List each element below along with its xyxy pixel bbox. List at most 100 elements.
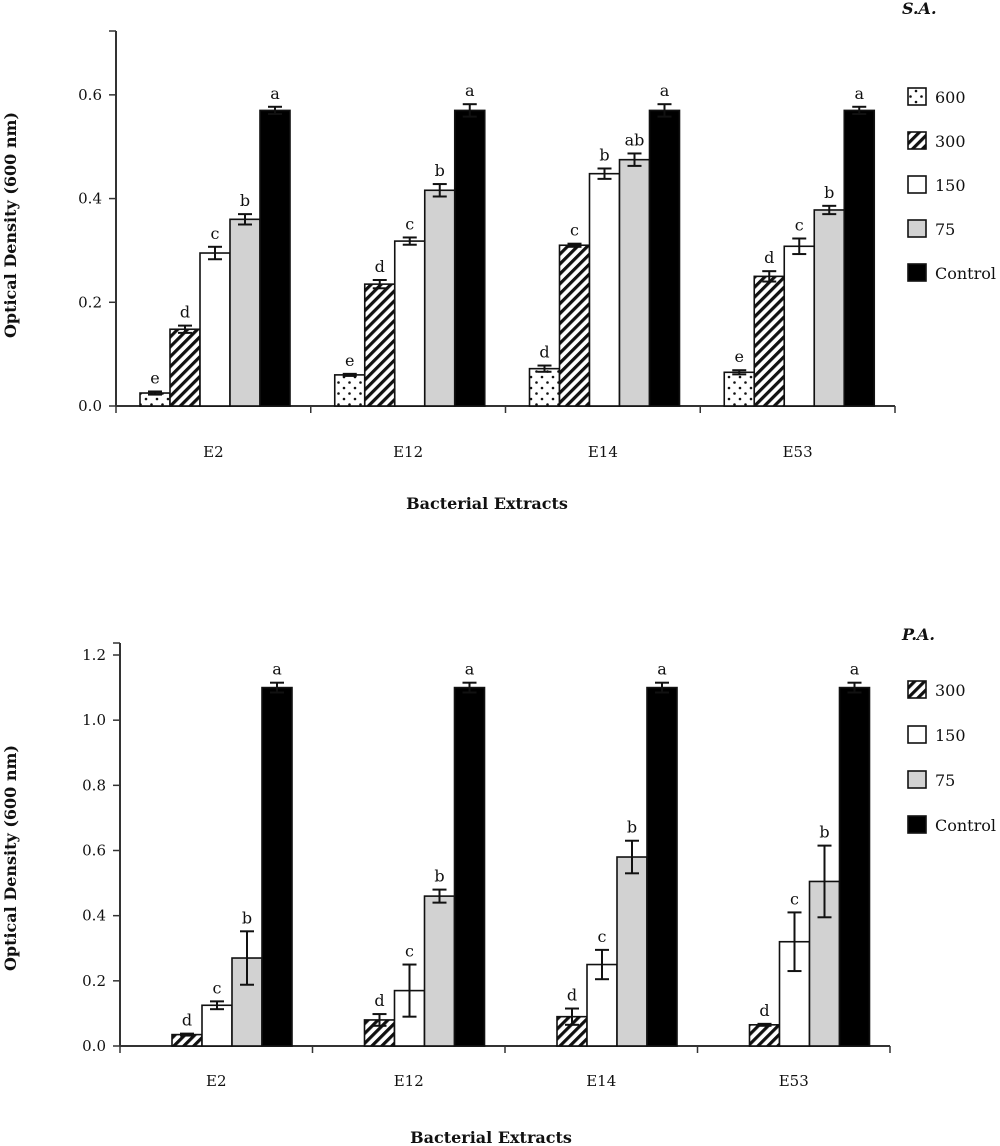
legend-swatch: [907, 263, 927, 282]
significance-label: d: [567, 986, 577, 1005]
legend-swatch: [907, 815, 927, 834]
bar: [423, 895, 456, 1047]
bar: [261, 686, 293, 1047]
significance-label: e: [150, 368, 159, 387]
significance-label: b: [240, 191, 250, 210]
significance-label: c: [211, 224, 220, 243]
category-label: E53: [783, 443, 813, 461]
bar: [393, 240, 426, 407]
significance-label: a: [854, 84, 864, 103]
significance-label: c: [405, 942, 414, 961]
y-tick-label: 1.0: [82, 711, 106, 729]
bar: [363, 283, 396, 407]
bar: [199, 252, 231, 407]
significance-label: c: [405, 214, 414, 233]
bar: [558, 244, 591, 407]
bar: [813, 209, 846, 407]
y-axis-title-pa: Optical Density (600 nm): [1, 745, 20, 971]
significance-label: b: [627, 818, 637, 837]
significance-label: d: [375, 257, 385, 276]
y-tick-label: 0.6: [78, 86, 102, 104]
significance-label: e: [345, 351, 354, 370]
bar: [843, 109, 876, 407]
legend-swatch: [907, 770, 927, 789]
legend-label: Control: [935, 816, 996, 835]
y-tick-label: 1.2: [82, 646, 106, 664]
significance-label: a: [465, 660, 475, 679]
chart-panel-pa: P.A. Optical Density (600 nm) Bacterial …: [1, 625, 996, 1146]
significance-label: a: [850, 660, 860, 679]
significance-label: c: [598, 927, 607, 946]
bar: [753, 275, 786, 407]
bar: [588, 172, 621, 407]
panel-title-pa: P.A.: [901, 625, 935, 644]
bar: [528, 367, 561, 407]
significance-label: a: [660, 81, 670, 100]
x-axis-title-sa: Bacterial Extracts: [406, 494, 568, 513]
significance-label: e: [735, 347, 744, 366]
category-label: E2: [206, 1072, 227, 1090]
significance-label: c: [795, 216, 804, 235]
legend-swatch: [907, 725, 927, 744]
significance-label: b: [599, 145, 609, 164]
significance-label: b: [819, 823, 829, 842]
significance-label: a: [465, 81, 475, 100]
category-label: E12: [394, 1072, 424, 1090]
bar: [618, 158, 651, 407]
bar: [838, 686, 871, 1047]
significance-label: d: [180, 303, 190, 322]
legend-label: 75: [935, 220, 955, 239]
category-label: E14: [588, 443, 618, 461]
significance-label: a: [270, 84, 280, 103]
significance-label: b: [824, 183, 834, 202]
bar: [723, 371, 756, 407]
bar: [259, 109, 291, 407]
bar: [169, 328, 201, 407]
significance-label: ab: [625, 130, 645, 149]
category-label: E53: [779, 1072, 809, 1090]
legend-label: 75: [935, 771, 955, 790]
bar: [229, 218, 261, 407]
significance-label: b: [435, 161, 445, 180]
significance-label: d: [764, 248, 774, 267]
category-label: E12: [393, 443, 423, 461]
significance-label: d: [759, 1001, 769, 1020]
legend-label: Control: [935, 264, 996, 283]
significance-label: d: [539, 343, 549, 362]
bar: [748, 1024, 781, 1047]
significance-label: d: [374, 991, 384, 1010]
y-tick-label: 0.8: [82, 776, 106, 794]
bar: [783, 245, 816, 407]
legend-swatch: [907, 131, 927, 150]
x-axis-title-pa: Bacterial Extracts: [410, 1128, 572, 1146]
bar: [453, 109, 486, 407]
panel-title-sa: S.A.: [902, 0, 937, 18]
bar: [423, 189, 456, 407]
significance-label: c: [213, 978, 222, 997]
bar: [648, 109, 681, 407]
significance-label: a: [272, 660, 282, 679]
legend-label: 300: [935, 132, 966, 151]
y-axis-title-sa: Optical Density (600 nm): [1, 112, 20, 338]
bar: [333, 374, 366, 407]
category-label: E14: [586, 1072, 616, 1090]
legend-swatch: [907, 219, 927, 238]
y-tick-label: 0.2: [82, 972, 106, 990]
y-tick-label: 0.6: [82, 842, 106, 860]
legend-swatch: [907, 175, 927, 194]
legend-swatch: [907, 87, 927, 106]
bar: [616, 856, 648, 1047]
chart-panel-sa: S.A. Optical Density (600 nm) Bacterial …: [1, 0, 996, 513]
significance-label: c: [570, 221, 579, 240]
bar: [453, 686, 486, 1047]
legend-label: 600: [935, 88, 966, 107]
significance-label: d: [182, 1011, 192, 1030]
y-tick-label: 0.0: [82, 1037, 106, 1055]
significance-label: b: [242, 908, 252, 927]
bar: [201, 1004, 233, 1047]
y-tick-label: 0.2: [78, 293, 102, 311]
category-label: E2: [203, 443, 224, 461]
legend-label: 150: [935, 176, 966, 195]
y-tick-label: 0.4: [82, 907, 106, 925]
